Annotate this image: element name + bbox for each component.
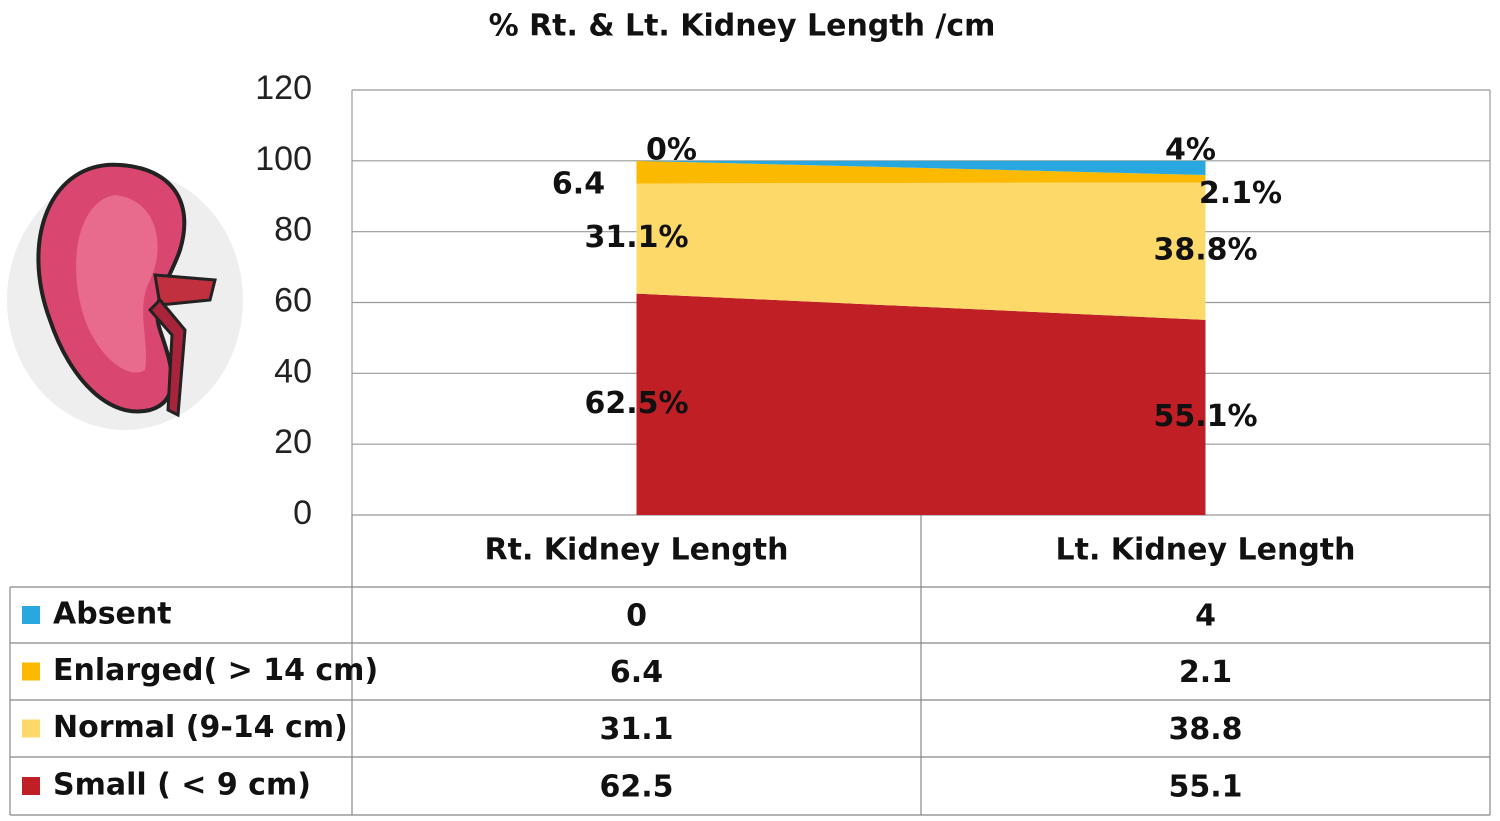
x-tick-label: Rt. Kidney Length [485, 533, 789, 568]
y-tick-label: 120 [255, 69, 312, 107]
area [636, 160, 1206, 175]
table-value: 38.8 [1168, 712, 1242, 747]
y-tick-label: 20 [274, 423, 312, 461]
legend-swatch [22, 606, 40, 624]
table-value: 6.4 [610, 655, 663, 690]
legend-label: Enlarged( > 14 cm) [53, 653, 378, 688]
table-value: 0 [626, 599, 647, 634]
legend-label: Small ( < 9 cm) [53, 768, 311, 803]
area [636, 182, 1206, 320]
chart-title: % Rt. & Lt. Kidney Length /cm [489, 9, 996, 44]
table-value: 31.1 [599, 712, 673, 747]
kidney-illustration [7, 162, 243, 430]
data-label: 4% [1165, 132, 1216, 167]
legend-swatch [22, 777, 40, 795]
legend-swatch [22, 662, 40, 681]
area [636, 293, 1206, 515]
legend-label: Normal (9-14 cm) [53, 710, 348, 745]
y-tick-label: 80 [274, 211, 312, 249]
table-value: 55.1 [1168, 770, 1242, 805]
x-tick-label: Lt. Kidney Length [1056, 533, 1356, 568]
legend-label: Absent [53, 597, 172, 632]
data-label: 0% [646, 132, 697, 167]
table-value: 2.1 [1179, 655, 1232, 690]
data-label: 62.5% [584, 386, 688, 421]
y-tick-label: 40 [274, 352, 312, 390]
data-label: 2.1% [1199, 176, 1282, 211]
y-tick-label: 100 [255, 140, 312, 178]
legend-swatch [22, 719, 40, 738]
table-value: 62.5 [599, 770, 673, 805]
y-tick-label: 0 [293, 494, 312, 532]
data-label: 55.1% [1153, 399, 1257, 434]
y-tick-label: 60 [274, 281, 312, 319]
data-label: 38.8% [1153, 233, 1257, 268]
data-label: 31.1% [584, 220, 688, 255]
table-value: 4 [1195, 599, 1216, 634]
area [636, 160, 1206, 184]
data-label: 6.4 [552, 167, 605, 202]
